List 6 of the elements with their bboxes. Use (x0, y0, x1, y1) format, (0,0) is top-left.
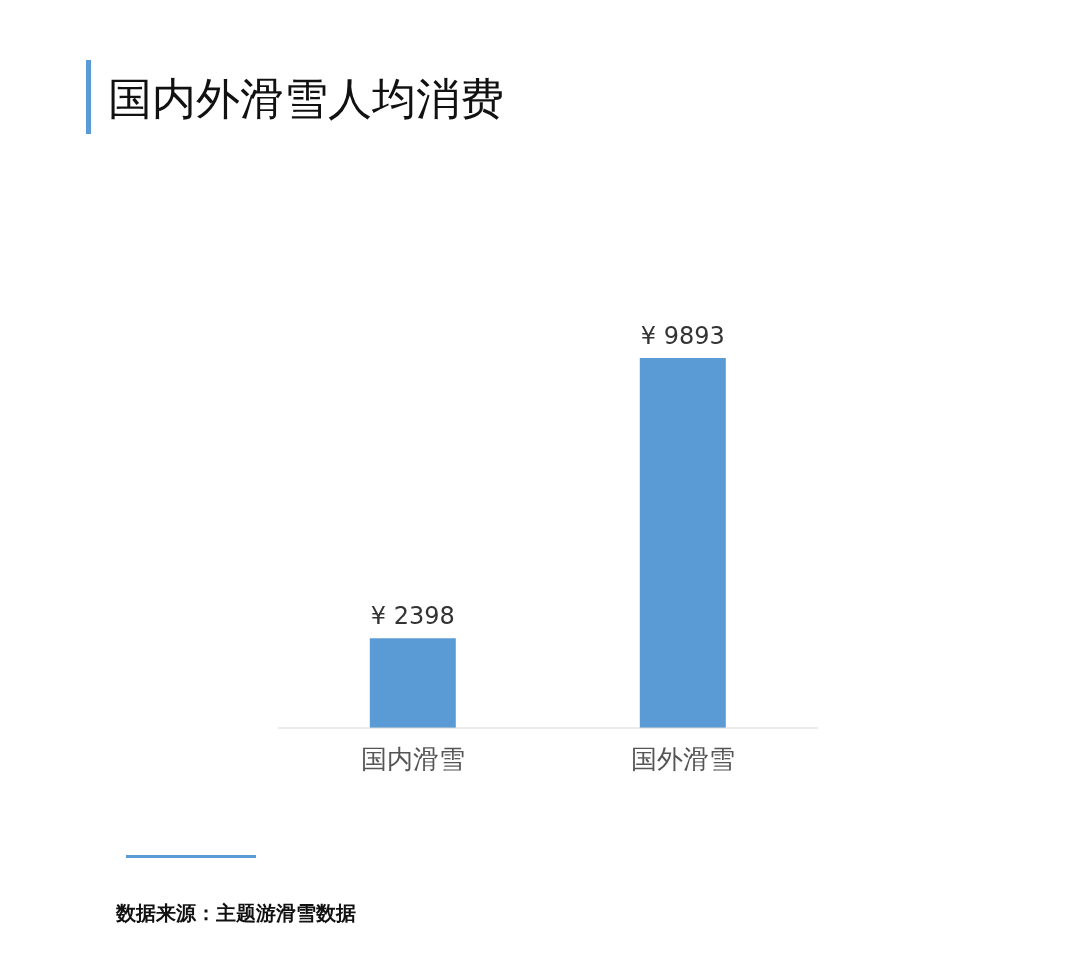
chart-title: 国内外滑雪人均消费 (108, 72, 504, 126)
data-label: ¥ 9893 (640, 322, 725, 350)
x-tick-label: 国外滑雪 (631, 744, 735, 775)
x-tick-label: 国内滑雪 (361, 744, 465, 775)
data-label: ¥ 2398 (370, 602, 455, 631)
source-note: 数据来源：主题游滑雪数据 (116, 900, 356, 927)
